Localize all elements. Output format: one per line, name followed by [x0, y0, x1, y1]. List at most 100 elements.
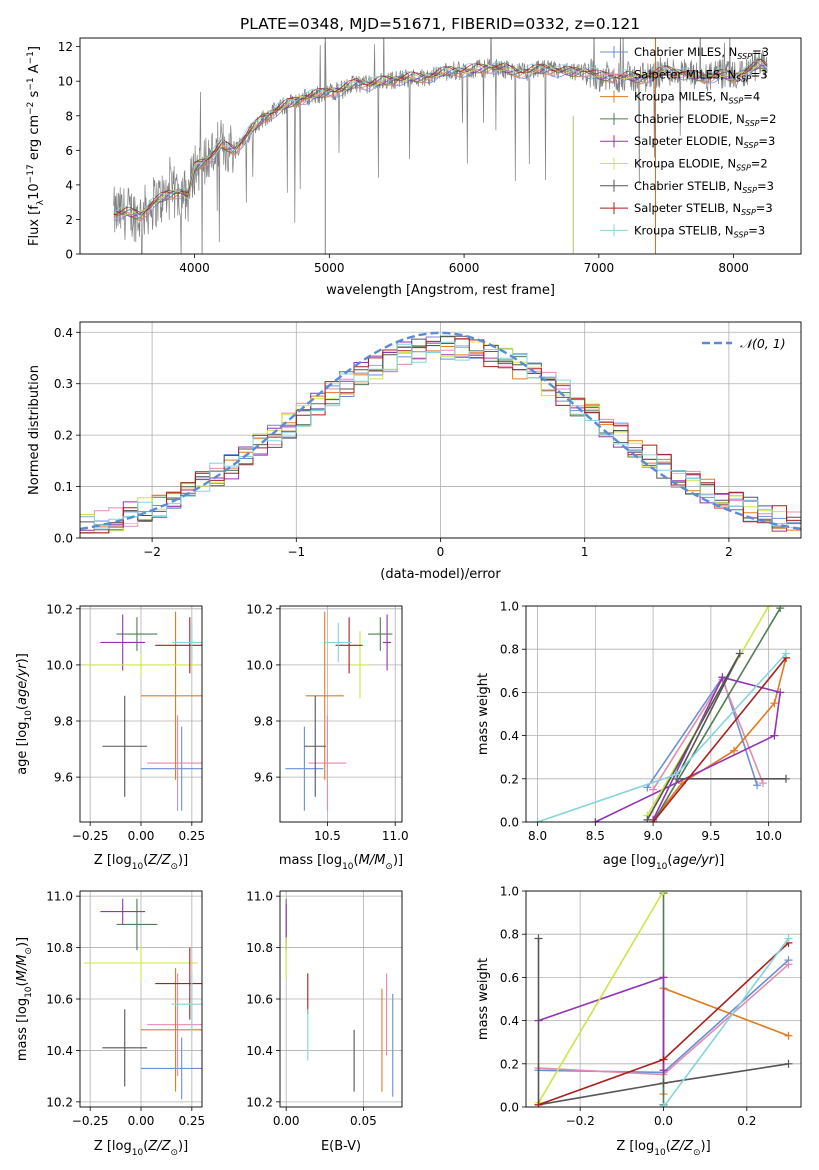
x-tick-label: 10.5	[314, 829, 341, 843]
legend-text: Chabrier STELIB, N	[634, 179, 742, 193]
y-tick-label: 10.2	[46, 1095, 73, 1109]
series-marker	[659, 1066, 668, 1075]
label-part: Z/Z	[147, 1139, 171, 1154]
label-part: )]	[701, 1139, 711, 1154]
errorbar-salpeter-miles	[147, 715, 202, 811]
label-part: −1	[26, 77, 36, 90]
x-tick-label: 0.25	[178, 829, 205, 843]
y-tick-label: 0.2	[500, 772, 519, 786]
chart-age_vs_Z: −0.25 0.00 0.259.69.810.010.2Z [log10(Z/Z⊙…	[15, 602, 205, 872]
series-line	[537, 891, 665, 1104]
series-marker	[764, 606, 773, 610]
errorbar-chabrier-miles	[285, 726, 324, 811]
legend-label-gaussian: 𝒩(0, 1)	[740, 336, 786, 351]
label-part: Z [log	[616, 1139, 654, 1154]
axes-frame	[279, 605, 403, 823]
errorbar-kroupa-miles	[141, 611, 202, 780]
label-part: erg cm	[27, 115, 42, 164]
series-marker	[659, 1055, 668, 1064]
axes-frame	[79, 37, 802, 255]
series-marker	[776, 688, 785, 697]
x-tick-label: 0.00	[128, 829, 155, 843]
x-tick-label: 10.0	[755, 829, 782, 843]
y-tick-label: 6	[65, 144, 73, 158]
y-tick-label: 2	[65, 213, 73, 227]
label-part: )]	[15, 937, 30, 947]
label-part: A	[27, 64, 42, 77]
legend-label-chabrier-stelib: Chabrier STELIB, NSSP=3	[634, 179, 774, 195]
x-axis-label: age [log10(age/yr)]	[603, 853, 725, 872]
label-part: (	[15, 981, 30, 986]
errorbar-chabrier-stelib	[102, 695, 148, 797]
label-part: ]	[27, 46, 42, 51]
x-tick-label: −1	[287, 545, 305, 559]
errorbar-kroupa-stelib	[324, 622, 352, 663]
y-tick-label: 10.0	[46, 658, 73, 672]
x-axis-label: Z [log10(Z/Z⊙)]	[94, 853, 188, 872]
y-tick-label: 8	[65, 109, 73, 123]
x-tick-label: −0.2	[566, 1114, 595, 1128]
legend-text: Salpeter MILES, N	[634, 67, 736, 81]
y-tick-label: 10.4	[246, 1044, 273, 1058]
data-layer	[84, 898, 202, 1100]
x-tick-label: 8.0	[528, 829, 547, 843]
errorbar-salpeter-stelib	[155, 947, 202, 1020]
label-part: 10	[132, 1148, 144, 1158]
chart-spectrum: 4000 5000 6000 7000 8000 0 2 4 6 8 10 12 Chabrier MI…	[26, 37, 802, 298]
y-tick-label: 9.8	[54, 715, 73, 729]
x-tick-label: −0.25	[72, 829, 109, 843]
x-tick-label: 0.2	[737, 1114, 756, 1128]
y-tick-label: 0.0	[500, 816, 519, 830]
series-line	[646, 653, 786, 821]
series-marker	[784, 1059, 793, 1068]
errorbar-salpeter-miles	[147, 973, 202, 1077]
series-line	[537, 652, 787, 822]
legend-subscript: SSP	[742, 186, 757, 195]
label-part: (	[143, 1139, 148, 1154]
label-part: ⊙	[170, 862, 178, 872]
legend-label-kroupa-stelib: Kroupa STELIB, NSSP=3	[634, 223, 765, 239]
y-tick-label: 11.0	[246, 890, 273, 904]
axes-frame	[79, 321, 802, 539]
series-marker	[591, 818, 600, 822]
series-marker	[770, 731, 779, 740]
data-layer	[84, 611, 202, 811]
label-part: 10	[24, 986, 34, 998]
errorbar-kroupa-stelib	[171, 622, 202, 663]
label-part: Z [log	[94, 1139, 132, 1154]
y-tick-label: 10.6	[246, 993, 273, 1007]
legend-subscript: SSP	[729, 97, 744, 106]
y-tick-label: 0.4	[500, 1014, 519, 1028]
series-marker	[659, 1103, 668, 1107]
legend-label-salpeter-elodie: Salpeter ELODIE, NSSP=3	[634, 134, 775, 150]
y-tick-label: 10.0	[246, 658, 273, 672]
series-marker	[649, 785, 658, 794]
legend-text: Kroupa MILES, N	[634, 90, 729, 104]
x-tick-label: −2	[143, 545, 161, 559]
axes-frame	[79, 890, 203, 1108]
series-marker	[735, 649, 744, 658]
legend-subscript: SSP	[734, 230, 749, 239]
series-marker	[659, 891, 668, 895]
chart-residuals: −2 −1 0 1 2 0.0 0.1 0.2 0.3 0.4 𝒩(0, 1) (data-model…	[27, 321, 802, 582]
legend-subscript: SSP	[736, 74, 751, 83]
x-axis-label: Z [log10(Z/Z⊙)]	[94, 1139, 188, 1158]
series-marker	[784, 960, 793, 969]
series-marker	[649, 818, 658, 822]
data-layer	[285, 898, 394, 1097]
series-marker	[753, 781, 762, 790]
y-tick-label: 0.8	[500, 928, 519, 942]
label-part: (	[354, 853, 359, 868]
errorbar-kroupa-miles	[305, 611, 344, 780]
figure-title: PLATE=0348, MJD=51671, FIBERID=0332, z=0…	[240, 15, 640, 33]
label-part: Flux [f	[27, 205, 42, 246]
x-tick-label: 8.5	[586, 829, 605, 843]
spectrum-model-chabrier-stelib	[113, 58, 768, 216]
errorbar-salpeter-elodie	[100, 898, 146, 925]
label-part: age [log	[603, 853, 656, 868]
label-part: (	[143, 853, 148, 868]
y-tick-label: 9.6	[254, 771, 273, 785]
x-tick-label: 0	[437, 545, 445, 559]
